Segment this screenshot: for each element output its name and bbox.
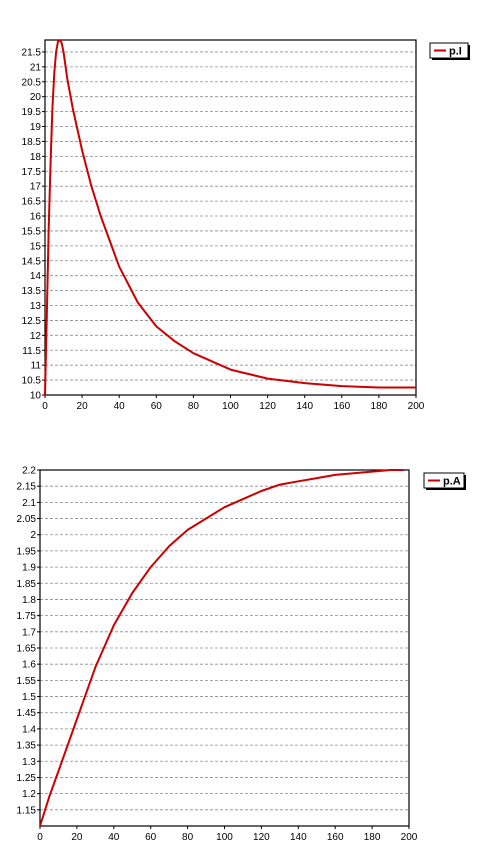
y-tick-label: 10.5 — [22, 376, 42, 387]
y-tick-label: 1.5 — [22, 692, 36, 703]
y-tick-label: 12 — [30, 331, 42, 342]
x-tick-label: 100 — [222, 401, 239, 412]
chart-2: 1.15 1.2 1.25 1.3 1.35 1.4 1.45 1.5 1.55 1.6 1.65 1… — [17, 466, 466, 843]
y-tick-label: 1.3 — [22, 757, 36, 768]
y-tick-label: 1.85 — [17, 579, 37, 590]
legend-label: p.I — [449, 46, 462, 58]
y-tick-label: 2 — [30, 530, 36, 541]
y-tick-label: 11.5 — [22, 346, 41, 357]
y-tick-label: 11 — [31, 361, 42, 372]
plot-frame — [39, 469, 410, 827]
y-tick-label: 1.55 — [17, 676, 37, 687]
x-tick-label: 0 — [42, 401, 48, 412]
x-tick-label: 0 — [37, 832, 43, 843]
chart-1: 10 10.5 11 11.5 12 12.5 13 13.5 14 14.5 15 15.5 16 16… — [22, 39, 470, 412]
y-tick-label: 14.5 — [22, 256, 42, 267]
legend: p.A — [423, 472, 466, 490]
y-tick-label: 2.1 — [22, 498, 36, 509]
legend-box — [429, 42, 469, 59]
x-tick-label: 180 — [371, 401, 388, 412]
y-tick-label: 1.8 — [22, 595, 36, 606]
y-tick-label: 1.6 — [22, 660, 36, 671]
y-tick-label: 13.5 — [22, 286, 42, 297]
x-tick-label: 180 — [364, 832, 381, 843]
x-tick-label: 40 — [108, 832, 120, 843]
y-tick-label: 13 — [30, 301, 42, 312]
y-tick-label: 20.5 — [22, 77, 42, 88]
x-tick-label: 140 — [296, 401, 313, 412]
y-tick-label: 2.15 — [17, 482, 37, 493]
y-tick-label: 1.25 — [17, 773, 37, 784]
x-tick-label: 80 — [182, 832, 194, 843]
legend: p.I — [429, 42, 470, 60]
y-tick-label: 14 — [30, 271, 42, 282]
y-tick-label: 1.45 — [17, 708, 37, 719]
y-tick-label: 15.5 — [22, 226, 42, 237]
y-tick-label: 17.5 — [22, 167, 42, 178]
x-tick-label: 60 — [151, 401, 163, 412]
y-tick-label: 1.95 — [17, 546, 37, 557]
y-tick-label: 21.5 — [22, 47, 42, 58]
x-tick-label: 120 — [253, 832, 270, 843]
y-tick-label: 18.5 — [22, 137, 42, 148]
x-tick-label: 200 — [401, 832, 418, 843]
y-tick-label: 19 — [30, 122, 42, 133]
y-tick-label: 17 — [30, 182, 42, 193]
y-tick-label: 16 — [30, 212, 42, 223]
x-tick-label: 40 — [114, 401, 126, 412]
x-tick-label: 20 — [77, 401, 89, 412]
x-tick-label: 160 — [327, 832, 344, 843]
legend-label: p.A — [443, 476, 461, 488]
y-tick-label: 19.5 — [22, 107, 42, 118]
y-tick-label: 1.7 — [22, 627, 36, 638]
y-tick-label: 1.35 — [17, 741, 37, 752]
y-tick-label: 20 — [30, 92, 42, 103]
legend-box — [423, 472, 465, 489]
x-tick-label: 20 — [71, 832, 83, 843]
series-line-p-i — [44, 39, 416, 396]
y-tick-label: 10 — [30, 391, 42, 402]
y-tick-label: 18 — [30, 152, 42, 163]
x-tick-label: 160 — [333, 401, 350, 412]
x-tick-label: 80 — [188, 401, 200, 412]
y-tick-label: 1.2 — [22, 789, 36, 800]
x-tick-label: 120 — [259, 401, 276, 412]
x-tick-label: 60 — [145, 832, 157, 843]
x-tick-label: 100 — [216, 832, 233, 843]
y-tick-label: 21 — [30, 62, 42, 73]
y-tick-label: 1.75 — [17, 611, 37, 622]
y-tick-label: 16.5 — [22, 197, 42, 208]
y-tick-label: 15 — [30, 241, 42, 252]
x-tick-label: 200 — [408, 401, 425, 412]
y-tick-label: 2.2 — [22, 466, 36, 477]
x-tick-label: 140 — [290, 832, 307, 843]
plot-frame — [44, 39, 417, 396]
y-tick-label: 12.5 — [22, 316, 42, 327]
y-tick-label: 1.4 — [22, 724, 36, 735]
y-tick-label: 1.15 — [17, 805, 37, 816]
y-tick-label: 1.9 — [22, 563, 36, 574]
series-line-p-a — [39, 469, 404, 827]
y-tick-label: 2.05 — [17, 514, 37, 525]
y-tick-label: 1.65 — [17, 644, 37, 655]
